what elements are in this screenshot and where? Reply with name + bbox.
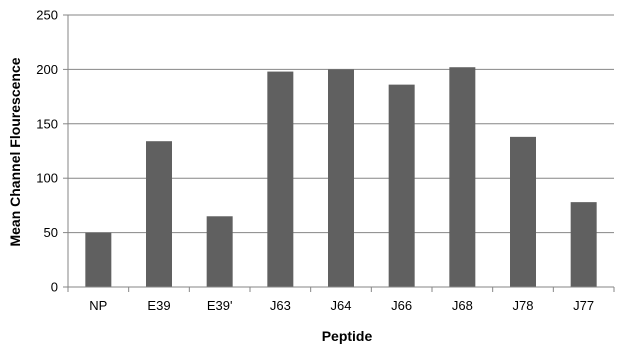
bar-NP (85, 232, 112, 287)
y-axis-title: Mean Channel Flourescence (7, 57, 23, 246)
x-tick-label-J63: J63 (270, 298, 291, 313)
y-tick-label-100: 100 (36, 171, 58, 186)
axes (63, 14, 615, 292)
bar-J66 (388, 84, 415, 287)
x-tick-label-J64: J64 (331, 298, 352, 313)
x-tick-label-E39': E39' (207, 298, 233, 313)
x-tick-label-J68: J68 (452, 298, 473, 313)
bar-J77 (570, 202, 597, 287)
bar-J63 (267, 71, 294, 288)
y-tick-label-50: 50 (44, 225, 58, 240)
x-tick-label-J66: J66 (391, 298, 412, 313)
x-tick-label-E39: E39 (147, 298, 170, 313)
x-tick-label-J78: J78 (513, 298, 534, 313)
x-axis-title: Peptide (322, 328, 373, 344)
y-tick-labels: 0 50 100 150 200 250 (36, 8, 58, 295)
bar-E39 (146, 141, 172, 287)
y-tick-label-200: 200 (36, 62, 58, 77)
y-tick-label-150: 150 (36, 116, 58, 131)
bars (85, 67, 597, 288)
x-tick-label-NP: NP (89, 298, 107, 313)
y-tick-label-250: 250 (36, 8, 58, 23)
bar-J68 (449, 67, 476, 287)
bar-E39' (206, 216, 233, 287)
bar-J64 (328, 69, 354, 288)
y-tick-label-0: 0 (51, 280, 58, 295)
x-tick-label-J77: J77 (573, 298, 594, 313)
x-tick-labels: NP E39 E39' J63 J64 J66 J68 J78 J77 (89, 298, 594, 313)
bar-J78 (510, 136, 536, 287)
